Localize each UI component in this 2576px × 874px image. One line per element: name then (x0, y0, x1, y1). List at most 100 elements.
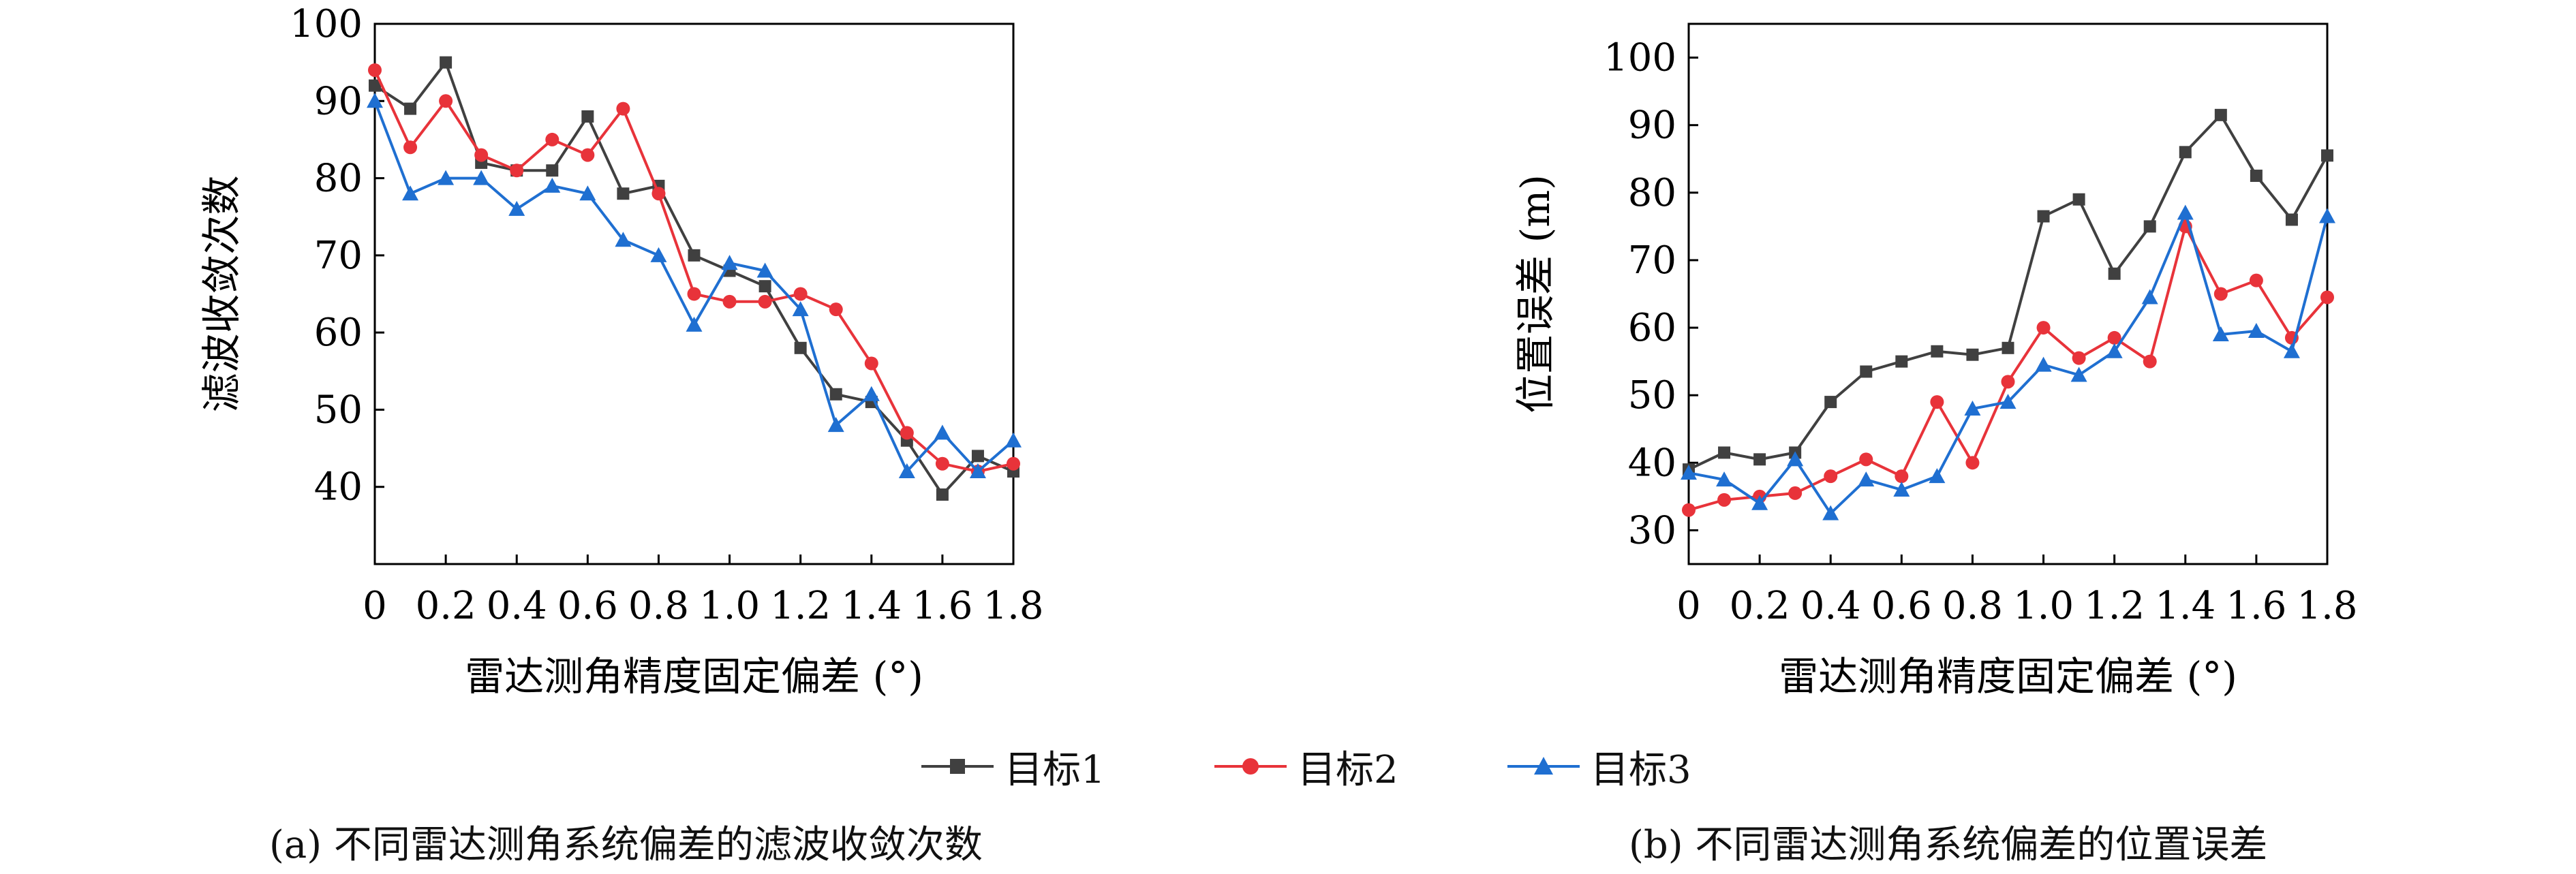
data-point (971, 450, 984, 463)
data-point (579, 185, 596, 201)
x-axis-label: 雷达测角精度固定偏差 (°) (1779, 653, 2237, 700)
data-point (1895, 355, 1908, 368)
y-tick-label: 90 (1628, 104, 1676, 148)
data-point (687, 287, 701, 301)
series-line (373, 100, 1015, 474)
y-tick-label: 40 (314, 465, 363, 510)
data-point (721, 255, 738, 270)
data-point (1895, 469, 1909, 484)
x-tick-label: 1.0 (2013, 584, 2074, 628)
data-point (474, 148, 489, 162)
x-tick-label: 1.8 (983, 584, 1043, 628)
data-point (2141, 289, 2158, 305)
data-point (1681, 465, 1697, 480)
series-1 (369, 56, 1019, 501)
x-tick-label: 0.4 (1800, 584, 1861, 628)
data-point (1999, 394, 2017, 409)
y-axis-label: 滤波收敛次数 (198, 175, 245, 412)
data-point (686, 316, 703, 332)
data-point (615, 232, 632, 247)
data-point (2108, 267, 2121, 280)
y-tick-label: 40 (1628, 441, 1676, 485)
data-point (2143, 354, 2157, 369)
data-point (1718, 446, 1731, 459)
legend-label: 目标2 (1298, 747, 1398, 792)
data-point (758, 294, 772, 309)
data-point (688, 249, 701, 262)
x-tick-label: 0.4 (487, 584, 547, 628)
x-tick-label: 0.8 (628, 584, 689, 628)
legend-swatch-target1 (921, 759, 994, 774)
data-point (367, 93, 383, 108)
y-tick-label: 60 (314, 311, 363, 355)
legend-item-target1: 目标1 (920, 743, 1105, 792)
data-point (2250, 170, 2263, 183)
data-point (1682, 503, 1696, 517)
data-point (1007, 456, 1020, 471)
data-point (2037, 210, 2050, 223)
data-point (2319, 208, 2335, 223)
data-point (651, 187, 666, 201)
x-tick-label: 0.2 (416, 584, 476, 628)
data-point (2285, 213, 2298, 226)
data-point (2036, 321, 2051, 335)
legend-item-target3: 目标3 (1506, 743, 1691, 792)
x-tick-label: 0.8 (1942, 584, 2003, 628)
series-3 (367, 93, 1022, 479)
data-point (650, 247, 667, 262)
data-point (2212, 326, 2229, 341)
data-point (1893, 481, 1910, 497)
data-point (581, 148, 595, 162)
data-point (2143, 220, 2156, 233)
data-point (2248, 323, 2265, 339)
x-tick-label: 1.6 (2226, 584, 2286, 628)
series-3 (1681, 204, 2335, 520)
data-point (2107, 330, 2121, 345)
data-point (508, 200, 525, 216)
data-point (792, 301, 809, 317)
y-tick-label: 70 (1628, 238, 1676, 283)
data-point (440, 56, 453, 69)
data-point (1787, 451, 1804, 467)
data-point (1860, 365, 1873, 378)
x-tick-label: 1.6 (912, 584, 972, 628)
data-point (369, 79, 381, 92)
x-tick-label: 0.2 (1730, 584, 1790, 628)
data-point (2002, 341, 2014, 354)
x-tick-label: 1.2 (2084, 584, 2145, 628)
data-point (438, 170, 455, 185)
data-point (617, 187, 630, 200)
data-point (1859, 452, 1873, 467)
data-point (544, 177, 561, 193)
data-point (1964, 401, 1981, 416)
data-point (403, 140, 418, 155)
y-axis-label: 位置误差 (m) (1512, 174, 1559, 413)
series-line (1688, 208, 2329, 516)
data-point (794, 341, 807, 354)
data-point (898, 463, 915, 479)
data-point (934, 424, 951, 440)
data-point (863, 386, 880, 401)
legend-swatch-target3 (1507, 757, 1580, 775)
y-tick-label: 60 (1628, 306, 1676, 350)
data-point (829, 388, 842, 401)
data-point (2249, 273, 2263, 287)
data-point (2179, 146, 2192, 159)
data-point (473, 170, 490, 185)
data-point (2321, 149, 2333, 162)
caption-a: (a) 不同雷达测角系统偏差的滤波收敛次数 (269, 823, 983, 867)
x-axis-label: 雷达测角精度固定偏差 (°) (465, 653, 923, 700)
data-point (581, 110, 594, 123)
series-line (1688, 112, 2329, 471)
plot-frame (373, 22, 1015, 565)
y-tick-label: 30 (1628, 508, 1676, 552)
data-point (2070, 366, 2087, 382)
series-2 (1682, 219, 2334, 517)
data-point (616, 102, 630, 116)
data-point (827, 417, 844, 433)
data-point (1929, 468, 1946, 484)
y-tick-label: 50 (314, 388, 363, 432)
x-tick-label: 0.6 (557, 584, 618, 628)
data-point (1965, 456, 1980, 470)
data-point (1788, 486, 1803, 500)
